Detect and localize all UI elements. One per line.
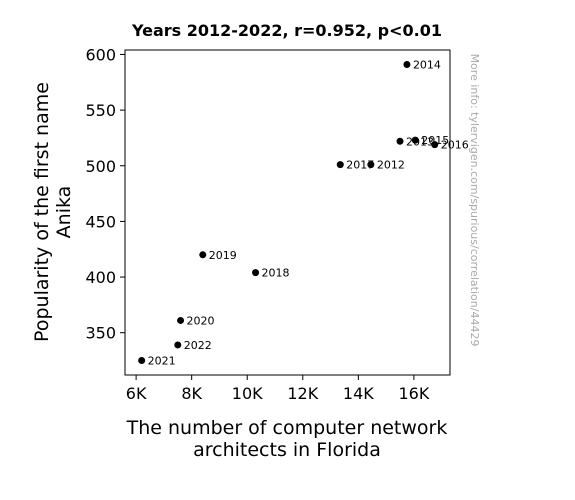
x-axis-label-line-1: The number of computer network [126, 417, 448, 439]
data-point-label: 2022 [184, 339, 212, 352]
y-axis: 350 400 450 500 550 600 [85, 45, 125, 343]
chart-title: Years 2012-2022, r=0.952, p<0.01 [131, 21, 442, 40]
y-tick-label: 400 [85, 268, 116, 287]
x-tick-label: 16K [398, 384, 429, 403]
x-axis-label-line-2: architects in Florida [193, 439, 381, 461]
y-tick-label: 350 [85, 324, 116, 343]
data-point-label: 2020 [187, 314, 215, 327]
y-tick-label: 450 [85, 212, 116, 231]
data-point-label: 2021 [148, 355, 176, 368]
x-tick-label: 10K [232, 384, 263, 403]
data-point [138, 357, 146, 365]
data-point [177, 316, 185, 324]
x-tick-label: 14K [343, 384, 374, 403]
data-point-label: 2014 [413, 58, 441, 71]
y-tick-label: 500 [85, 157, 116, 176]
data-point-label: 2018 [262, 267, 290, 280]
data-point [174, 341, 182, 349]
data-point [367, 161, 375, 169]
x-tick-label: 12K [287, 384, 318, 403]
data-point-label: 2019 [209, 249, 237, 262]
watermark: More info: tylervigen.com/spurious/corre… [468, 54, 481, 347]
data-point [411, 136, 419, 144]
data-point [396, 137, 404, 145]
x-tick-label: 8K [181, 384, 202, 403]
y-tick-label: 550 [85, 101, 116, 120]
x-tick-label: 6K [126, 384, 147, 403]
x-axis: 6K 8K 10K 12K 14K 16K [126, 375, 430, 403]
data-point-label: 2012 [377, 159, 405, 172]
data-point [403, 60, 411, 68]
data-point [199, 251, 207, 259]
y-tick-label: 600 [85, 45, 116, 64]
y-axis-label-line-1: Popularity of the first name [31, 82, 53, 342]
data-point [431, 141, 439, 149]
y-axis-label-line-2: Anika [53, 186, 75, 239]
data-point-label: 2017 [346, 159, 374, 172]
data-point-label: 2016 [441, 139, 469, 152]
data-point [252, 269, 260, 277]
data-points: 2012201320142015201620172018201920202021… [138, 58, 469, 368]
data-point-label: 2015 [421, 134, 449, 147]
plot-area [124, 49, 451, 376]
data-point [336, 161, 344, 169]
